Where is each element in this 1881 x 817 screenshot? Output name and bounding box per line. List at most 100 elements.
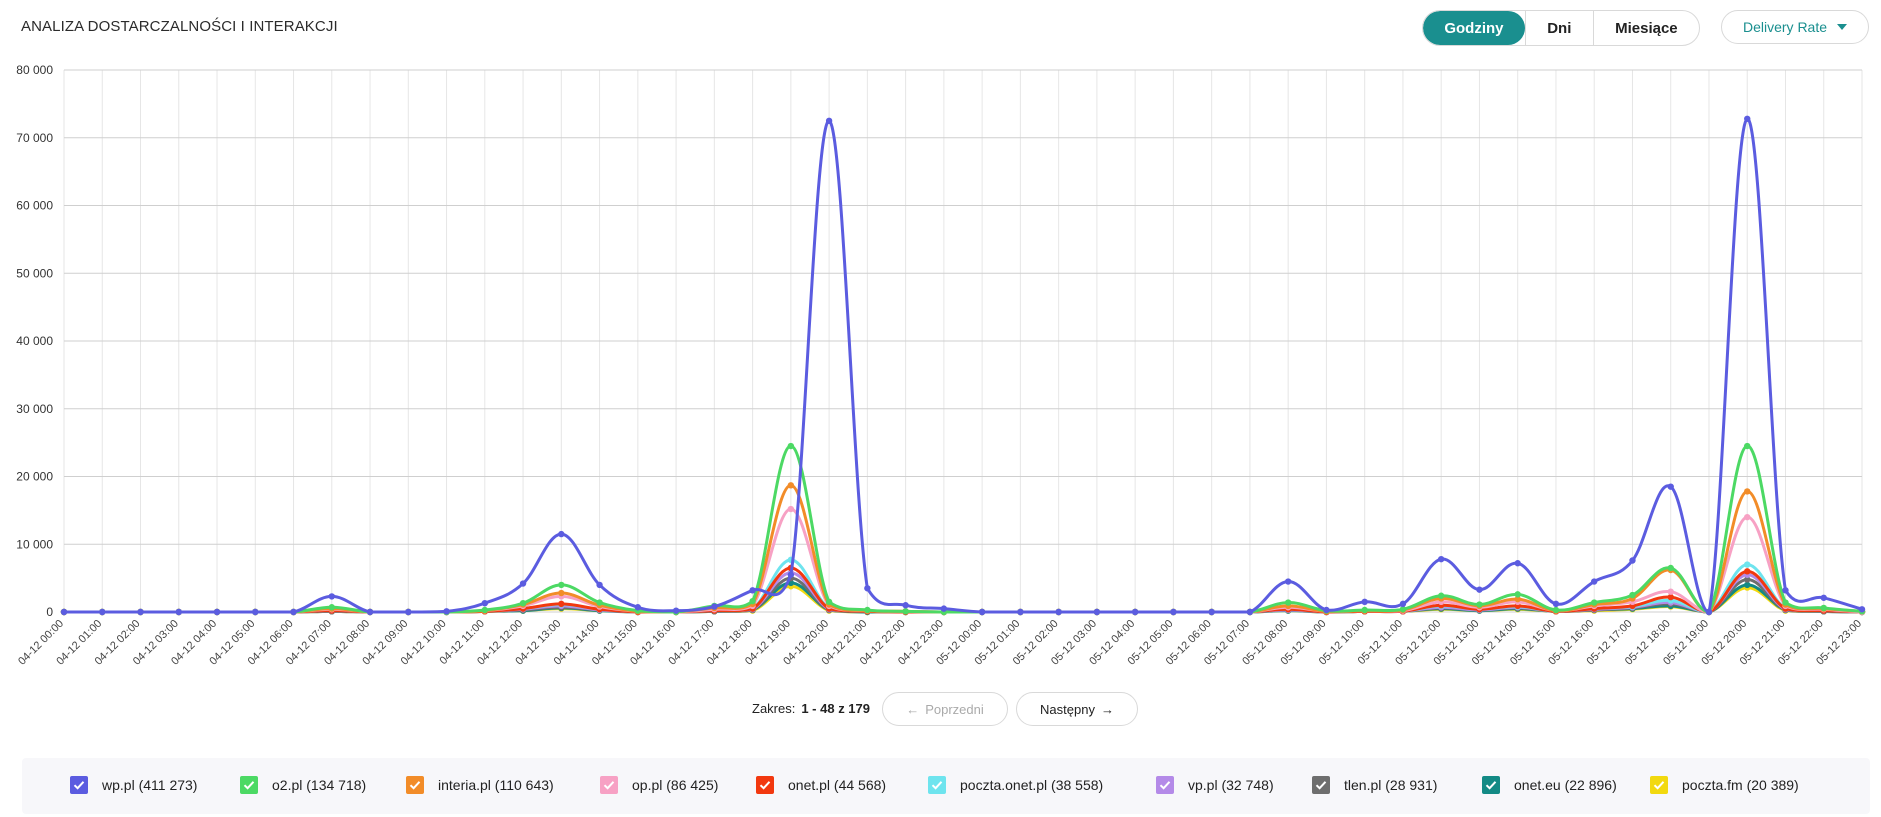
- delivery-line-chart: 0 10 000 20 000 30 000 40 000 50 000 60 000 70 …: [16, 63, 1866, 668]
- legend-item[interactable]: vp.pl (32 748): [1156, 776, 1274, 794]
- legend-item[interactable]: interia.pl (110 643): [406, 776, 554, 794]
- data-point: [902, 608, 909, 615]
- data-point: [1514, 595, 1521, 603]
- data-point: [1744, 115, 1751, 122]
- data-point: [1514, 560, 1521, 567]
- legend-label: vp.pl (32 748): [1188, 777, 1274, 793]
- data-point: [864, 606, 871, 614]
- data-point: [519, 599, 527, 607]
- y-tick-label: 40 000: [16, 334, 53, 348]
- data-point: [99, 608, 106, 616]
- legend-item[interactable]: wp.pl (411 273): [70, 776, 197, 794]
- data-point: [1744, 488, 1751, 495]
- data-point: [213, 608, 221, 616]
- checkbox-checked-icon[interactable]: [600, 776, 618, 794]
- caret-down-icon: [1837, 24, 1848, 30]
- data-point: [787, 442, 795, 450]
- y-tick-label: 70 000: [16, 131, 53, 145]
- legend-item[interactable]: poczta.onet.pl (38 558): [928, 776, 1103, 794]
- next-page-button[interactable]: Następny →: [1016, 692, 1138, 726]
- data-point: [1667, 564, 1674, 572]
- checkbox-checked-icon[interactable]: [70, 776, 88, 794]
- data-point: [1782, 599, 1789, 606]
- page-title: ANALIZA DOSTARCZALNOŚCI I INTERAKCJI: [21, 18, 338, 35]
- data-point: [1820, 594, 1827, 601]
- arrow-right-icon: →: [1100, 701, 1114, 717]
- data-point: [481, 599, 489, 607]
- legend-item[interactable]: poczta.fm (20 389): [1650, 776, 1799, 794]
- data-point: [749, 587, 756, 594]
- data-point: [252, 608, 259, 616]
- checkbox-checked-icon[interactable]: [1156, 776, 1174, 794]
- data-point: [1093, 608, 1101, 616]
- data-point: [328, 593, 335, 600]
- metric-dropdown[interactable]: Delivery Rate: [1721, 10, 1869, 44]
- tab-hours[interactable]: Godziny: [1423, 11, 1525, 45]
- legend-label: interia.pl (110 643): [438, 777, 554, 793]
- legend-label: poczta.onet.pl (38 558): [960, 777, 1104, 793]
- checkbox-checked-icon[interactable]: [1650, 776, 1668, 794]
- y-tick-label: 20 000: [16, 470, 53, 484]
- data-point: [634, 604, 642, 611]
- data-point: [1399, 600, 1407, 608]
- prev-page-button[interactable]: ← Poprzedni: [882, 692, 1008, 726]
- data-point: [1820, 604, 1827, 612]
- data-point: [1017, 608, 1024, 616]
- metric-dropdown-label: Delivery Rate: [1742, 19, 1828, 35]
- data-point: [596, 599, 603, 606]
- data-point: [1744, 581, 1751, 589]
- data-point: [137, 608, 144, 616]
- data-point: [1476, 586, 1483, 593]
- data-point: [787, 571, 795, 578]
- legend-item[interactable]: onet.pl (44 568): [756, 776, 886, 794]
- legend-item[interactable]: onet.eu (22 896): [1482, 776, 1617, 794]
- data-point: [519, 580, 527, 587]
- y-tick-label: 0: [46, 605, 53, 619]
- data-point: [672, 607, 680, 614]
- tab-days[interactable]: Dni: [1524, 11, 1593, 45]
- data-point: [1437, 555, 1445, 563]
- data-point: [328, 604, 335, 611]
- data-point: [749, 597, 756, 605]
- series-line: [63, 483, 1863, 614]
- data-point: [1361, 598, 1368, 606]
- data-point: [558, 600, 565, 608]
- legend-label: tlen.pl (28 931): [1344, 777, 1438, 793]
- checkbox-checked-icon[interactable]: [1482, 776, 1500, 794]
- series-line: [63, 117, 1863, 614]
- data-point: [405, 608, 412, 616]
- data-point: [825, 117, 833, 125]
- data-point: [1744, 568, 1751, 575]
- legend-label: poczta.fm (20 389): [1682, 777, 1799, 793]
- period-toggle: Godziny Dni Miesiące: [1422, 10, 1700, 46]
- prev-page-label: Poprzedni: [925, 701, 984, 717]
- y-tick-label: 10 000: [16, 537, 53, 551]
- pagination: Zakres: 1 - 48 z 179 ← Poprzedni Następny…: [0, 692, 1881, 726]
- checkbox-checked-icon[interactable]: [1312, 776, 1330, 794]
- data-point: [1629, 591, 1636, 599]
- data-point: [366, 608, 374, 616]
- data-point: [1667, 483, 1674, 490]
- checkbox-checked-icon[interactable]: [756, 776, 774, 794]
- data-point: [1246, 608, 1254, 616]
- checkbox-checked-icon[interactable]: [240, 776, 258, 794]
- legend-item[interactable]: o2.pl (134 718): [240, 776, 366, 794]
- legend-item[interactable]: op.pl (86 425): [600, 776, 718, 794]
- data-point: [1361, 606, 1368, 614]
- data-point: [443, 608, 450, 615]
- checkbox-checked-icon[interactable]: [928, 776, 946, 794]
- data-point: [60, 608, 68, 616]
- data-point: [558, 581, 565, 589]
- data-point: [1667, 588, 1674, 595]
- legend-label: op.pl (86 425): [632, 777, 719, 793]
- data-point: [1744, 576, 1751, 583]
- y-tick-label: 80 000: [16, 63, 53, 77]
- tab-months[interactable]: Miesiące: [1592, 11, 1699, 45]
- data-point: [1858, 606, 1866, 613]
- checkbox-checked-icon[interactable]: [406, 776, 424, 794]
- data-point: [1514, 591, 1521, 598]
- legend-label: onet.eu (22 896): [1514, 777, 1617, 793]
- data-point: [596, 581, 603, 589]
- data-point: [1591, 599, 1598, 606]
- legend-item[interactable]: tlen.pl (28 931): [1312, 776, 1437, 794]
